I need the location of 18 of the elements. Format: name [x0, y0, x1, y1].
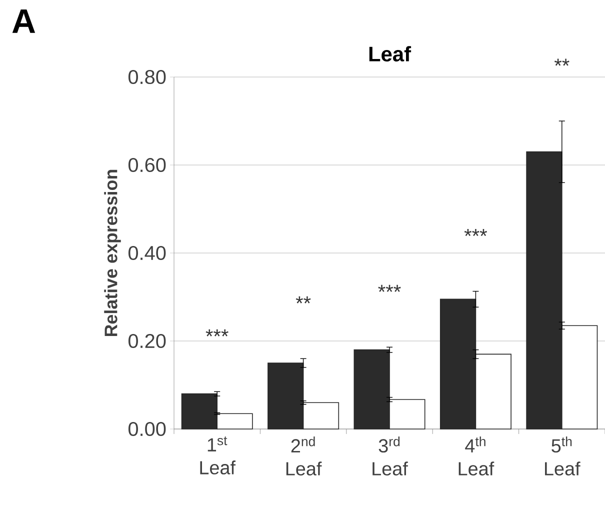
- annotation: ***: [378, 284, 401, 292]
- x-tick-label: 1$^{st}$ Leaf: [200, 436, 236, 474]
- y-tick-label: 0.60: [128, 158, 166, 172]
- y-tick-label: 0.00: [128, 422, 166, 436]
- y-axis-title: Relative expression: [104, 170, 121, 336]
- x-tick-label: 2$^{nd}$ Leaf: [286, 436, 322, 476]
- annotation: ***: [206, 329, 228, 336]
- annotation: ***: [464, 229, 488, 236]
- y-tick-label: 0.80: [128, 70, 166, 84]
- chart-title: Leaf: [369, 46, 412, 62]
- annotation: **: [296, 296, 311, 304]
- text: **: [554, 58, 570, 66]
- x-tick-label: 4$^{th}$ Leaf: [458, 436, 494, 476]
- text: A: [12, 10, 36, 33]
- x-tick-label: 5$^{th}$ Leaf: [545, 436, 580, 476]
- x-tick-label: 3$^{rd}$ Leaf: [372, 436, 408, 476]
- y-tick-label: 0.20: [128, 334, 166, 348]
- y-tick-label: 0.40: [128, 246, 166, 260]
